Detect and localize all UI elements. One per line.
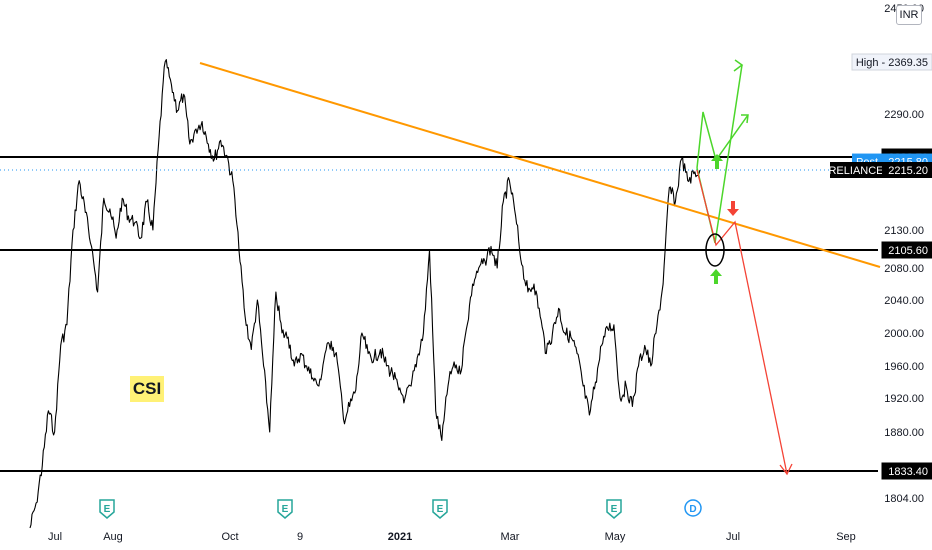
y-tick-label: 2040.00 xyxy=(884,295,924,307)
y-tick-label: 2130.00 xyxy=(884,225,924,237)
descending-trendline xyxy=(199,62,881,268)
y-tick-label: 1880.00 xyxy=(884,427,924,439)
high-price-tag: High - 2369.35 xyxy=(851,53,932,71)
bear-path xyxy=(696,169,788,475)
x-tick-label: 2021 xyxy=(388,531,412,543)
drawing-layer xyxy=(199,59,881,476)
up-arrow-icon xyxy=(711,154,723,169)
support-price-tag-text: 2105.60 xyxy=(888,245,928,257)
x-tick-label: May xyxy=(605,531,626,543)
levels-layer xyxy=(0,156,878,472)
earnings-marker: E xyxy=(277,499,293,519)
y-tick-label: 2000.00 xyxy=(884,328,924,340)
price-line-layer xyxy=(29,59,701,529)
support-circle xyxy=(705,233,725,267)
symbol-label-text: RELIANCE xyxy=(828,165,883,177)
event-marker-letter: E xyxy=(611,504,618,515)
event-marker-letter: E xyxy=(282,504,289,515)
csi-text-annotation[interactable]: CSI xyxy=(130,376,164,402)
y-tick-label: 2080.00 xyxy=(884,263,924,275)
y-tick-label: 2290.00 xyxy=(884,109,924,121)
down-arrow-icon xyxy=(727,201,739,216)
price-tags: High - 2369.352232.70Post2215.80RELIANCE… xyxy=(828,53,932,480)
up-arrow-icon xyxy=(710,269,722,284)
event-marker-letter: E xyxy=(104,504,111,515)
x-tick-label: Jul xyxy=(48,531,62,543)
y-tick-label: 1960.00 xyxy=(884,361,924,373)
symbol-value-text: 2215.20 xyxy=(888,165,928,177)
earnings-marker-shape xyxy=(277,499,293,519)
earnings-marker: E xyxy=(606,499,622,519)
earnings-marker-shape xyxy=(606,499,622,519)
price-series-line xyxy=(29,59,701,529)
bull-path-2 xyxy=(696,111,749,169)
event-marker-letter: D xyxy=(689,504,696,515)
earnings-marker: E xyxy=(99,499,115,519)
symbol-price-tag: RELIANCE 2215.20 xyxy=(828,162,932,178)
event-marker-letter: E xyxy=(437,504,444,515)
time-axis[interactable]: Jul Aug Oct 9 2021 Mar May Jul Sep xyxy=(48,531,856,543)
y-tick-label: 1804.00 xyxy=(884,493,924,505)
low-support-price-tag: 1833.40 xyxy=(881,462,932,480)
x-tick-label: 9 xyxy=(297,531,303,543)
low-support-price-tag-text: 1833.40 xyxy=(888,466,928,478)
currency-badge[interactable]: INR xyxy=(896,5,922,25)
symbol-value-bg xyxy=(882,162,932,178)
bull-arrowhead-1 xyxy=(733,59,744,72)
dividend-marker-circle xyxy=(684,499,702,517)
x-tick-label: Mar xyxy=(501,531,520,543)
bear-arrowhead xyxy=(779,463,793,476)
earnings-marker-shape xyxy=(99,499,115,519)
x-tick-label: Oct xyxy=(221,531,238,543)
high-tag-bg xyxy=(851,53,932,71)
x-tick-label: Sep xyxy=(836,531,856,543)
high-tag-text: High - 2369.35 xyxy=(856,57,928,69)
x-tick-label: Aug xyxy=(103,531,123,543)
earnings-marker: E xyxy=(432,499,448,519)
support-price-tag: 2105.60 xyxy=(881,241,932,259)
y-tick-label: 1920.00 xyxy=(884,393,924,405)
earnings-marker-shape xyxy=(432,499,448,519)
low-support-price-tag-bg xyxy=(881,462,932,480)
support-price-tag-bg xyxy=(881,241,932,259)
x-tick-label: Jul xyxy=(726,531,740,543)
symbol-label-bg xyxy=(830,162,882,178)
bull-arrowhead-2 xyxy=(741,114,749,124)
dividend-marker: D xyxy=(684,499,702,517)
